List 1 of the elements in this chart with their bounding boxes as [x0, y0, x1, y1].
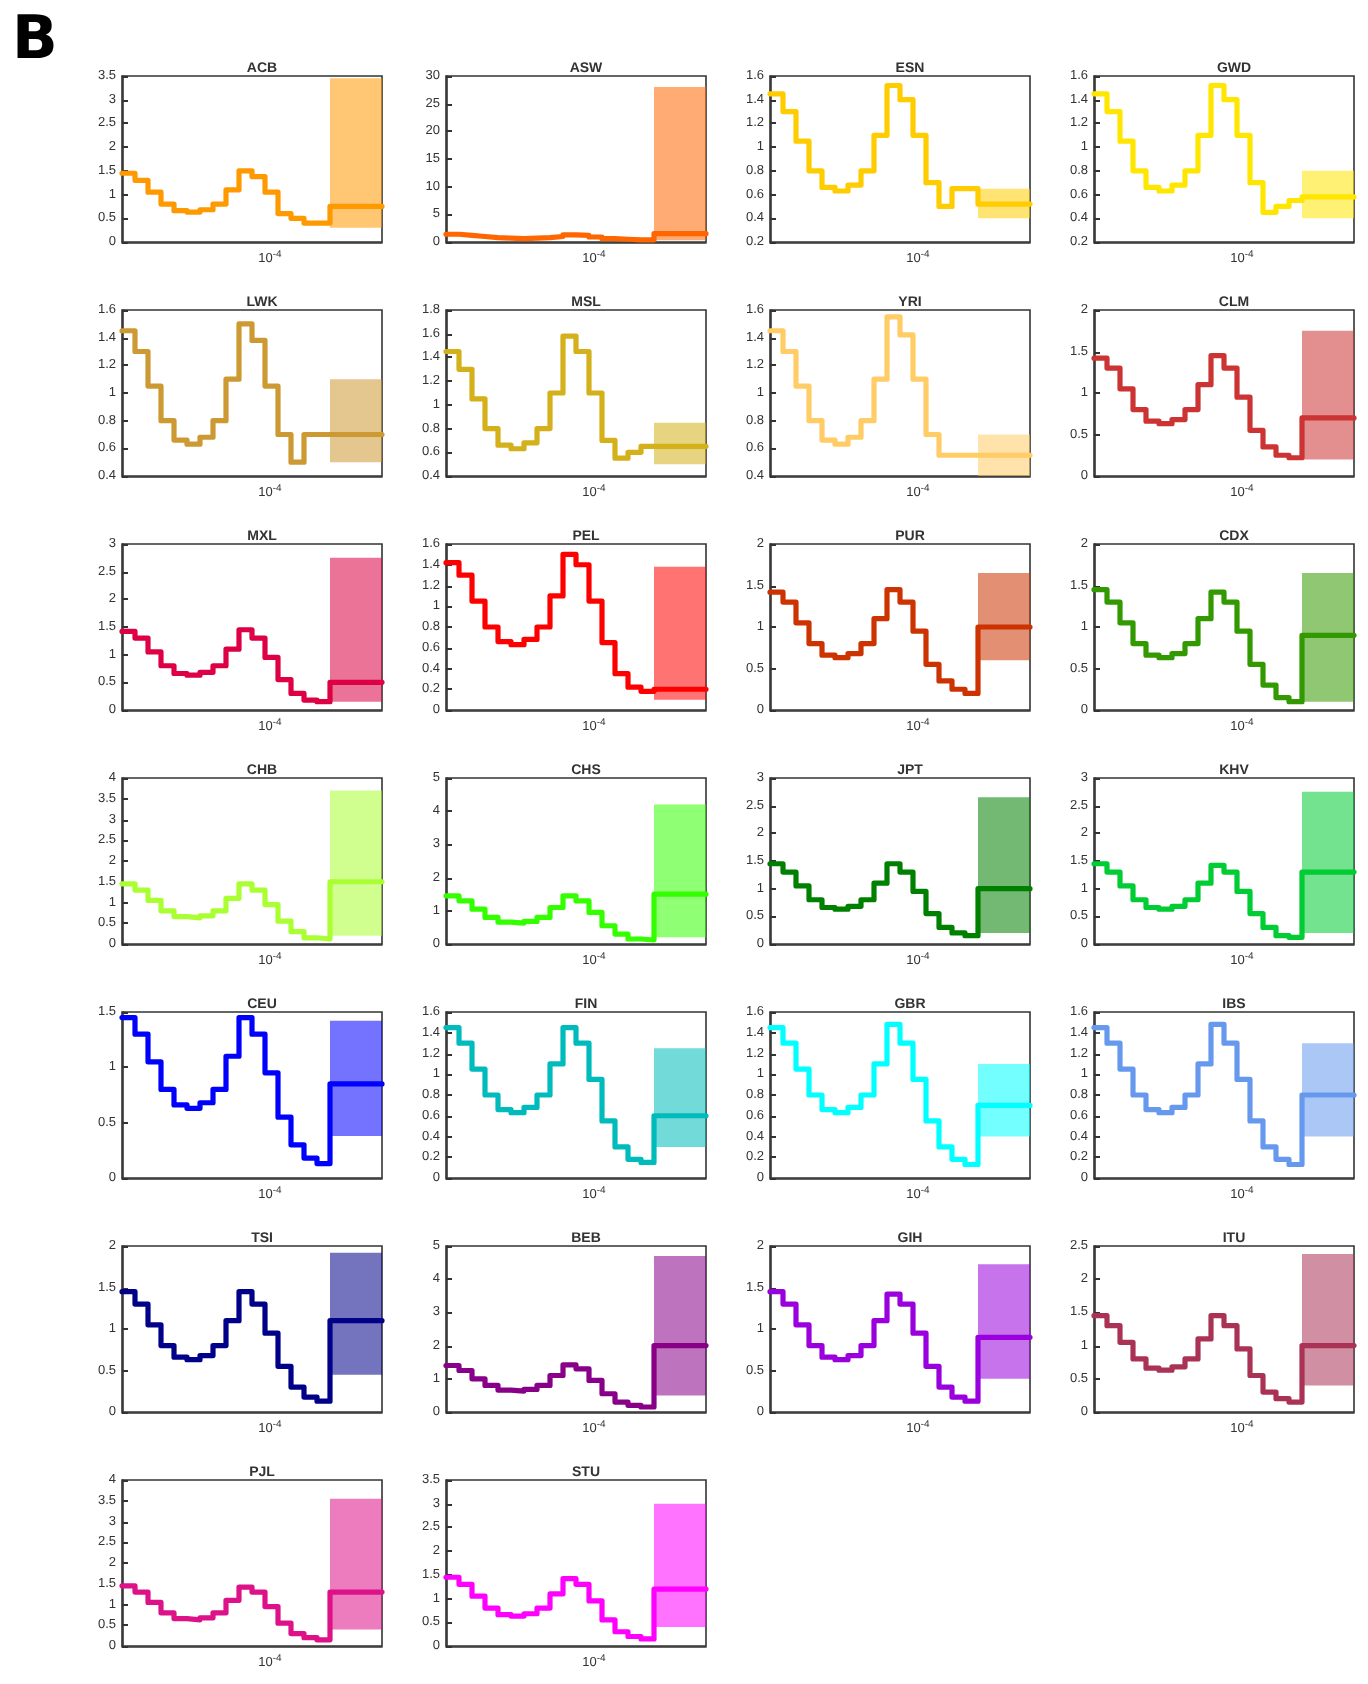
- text: B: [12, 4, 58, 74]
